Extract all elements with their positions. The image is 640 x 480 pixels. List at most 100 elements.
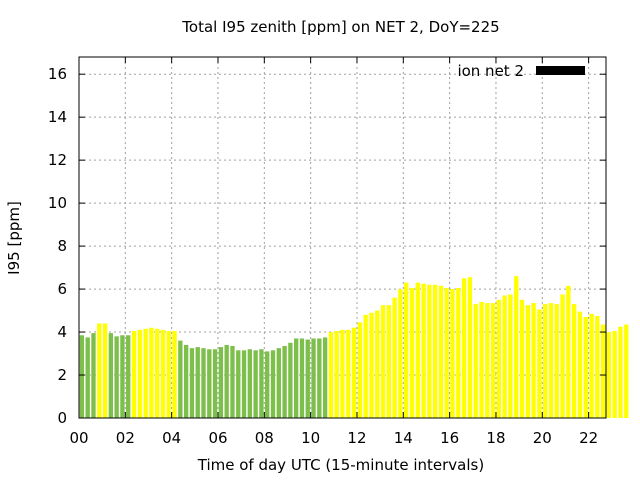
bar xyxy=(97,323,102,418)
bar xyxy=(600,324,606,418)
bar xyxy=(114,336,119,418)
plot-frame xyxy=(78,56,607,419)
bar xyxy=(421,283,426,418)
bar xyxy=(577,311,583,418)
ticks xyxy=(78,57,606,419)
bar xyxy=(288,342,293,418)
bar xyxy=(606,332,612,418)
bar xyxy=(160,329,166,418)
bar xyxy=(404,282,409,419)
y-tick-label: 16 xyxy=(48,65,67,83)
x-tick-label: 00 xyxy=(69,429,88,447)
bar xyxy=(432,284,438,418)
bar xyxy=(317,338,322,418)
y-axis-label: I95 [ppm] xyxy=(5,201,23,275)
bar xyxy=(427,284,432,418)
bar xyxy=(444,288,449,418)
bar xyxy=(496,299,502,418)
bar xyxy=(514,276,519,418)
bar xyxy=(415,282,420,419)
grid xyxy=(79,57,606,418)
bar xyxy=(612,330,617,418)
bar xyxy=(357,322,363,418)
y-tick-label: 4 xyxy=(57,323,67,341)
bar xyxy=(375,310,380,418)
x-tick-label: 10 xyxy=(301,429,320,447)
bars xyxy=(79,276,629,419)
y-tick-labels: 0 2 4 6 8 10 12 14 16 xyxy=(48,65,67,427)
y-tick-label: 2 xyxy=(57,366,67,384)
bar xyxy=(236,350,241,418)
bar xyxy=(531,303,536,418)
bar xyxy=(583,317,588,418)
y-tick-label: 0 xyxy=(57,409,67,427)
x-tick-label: 12 xyxy=(347,429,366,447)
bar xyxy=(102,323,108,418)
bar xyxy=(351,327,357,418)
bar xyxy=(166,330,171,418)
bar xyxy=(143,328,148,418)
bar xyxy=(247,349,253,418)
y-tick-label: 12 xyxy=(48,151,67,169)
y-tick-label: 8 xyxy=(57,237,67,255)
bar xyxy=(334,330,339,418)
x-tick-label: 06 xyxy=(208,429,227,447)
bar xyxy=(502,295,507,418)
bar xyxy=(155,328,160,418)
x-axis-label: Time of day UTC (15-minute intervals) xyxy=(197,456,484,474)
bar xyxy=(79,335,85,418)
bar xyxy=(137,329,142,418)
bar xyxy=(386,305,391,418)
bar xyxy=(207,349,212,418)
x-tick-label: 08 xyxy=(255,429,274,447)
bar xyxy=(120,335,125,418)
x-tick-labels: 00 02 04 06 08 10 12 14 16 18 20 22 xyxy=(69,429,598,447)
bar xyxy=(178,340,183,418)
x-tick-label: 18 xyxy=(486,429,505,447)
bar xyxy=(131,330,137,418)
bar xyxy=(322,337,328,418)
bar xyxy=(618,326,623,418)
legend: ion net 2 xyxy=(457,62,585,80)
bar xyxy=(461,278,467,418)
bar xyxy=(519,299,525,418)
legend-label: ion net 2 xyxy=(457,62,524,80)
bar xyxy=(230,346,235,418)
bar xyxy=(554,304,559,418)
bar xyxy=(224,344,229,418)
bar xyxy=(270,350,276,418)
bar xyxy=(479,301,484,418)
bar xyxy=(543,304,548,418)
chart-title: Total I95 zenith [ppm] on NET 2, DoY=225 xyxy=(181,18,499,36)
bar xyxy=(126,335,131,418)
bar xyxy=(91,333,96,418)
bar xyxy=(172,330,177,418)
bar xyxy=(467,277,473,418)
bar xyxy=(450,289,455,418)
bar xyxy=(589,313,594,418)
bar xyxy=(253,350,258,418)
bar xyxy=(392,297,397,418)
bar xyxy=(305,339,310,418)
bar xyxy=(195,347,200,418)
x-tick-label: 22 xyxy=(579,429,598,447)
bar xyxy=(438,285,444,418)
bar xyxy=(311,338,316,418)
bar xyxy=(259,349,264,418)
bar xyxy=(548,303,554,418)
x-tick-label: 02 xyxy=(116,429,135,447)
bar xyxy=(380,305,386,418)
x-tick-label: 14 xyxy=(394,429,413,447)
bar xyxy=(508,294,513,418)
bar xyxy=(299,338,305,418)
bar xyxy=(624,324,629,418)
bar xyxy=(294,338,299,418)
bar xyxy=(201,348,206,418)
bar xyxy=(369,312,374,418)
bar xyxy=(490,303,496,418)
bar xyxy=(108,333,114,418)
bar xyxy=(212,349,218,418)
bar xyxy=(149,327,154,418)
bar xyxy=(560,294,565,418)
